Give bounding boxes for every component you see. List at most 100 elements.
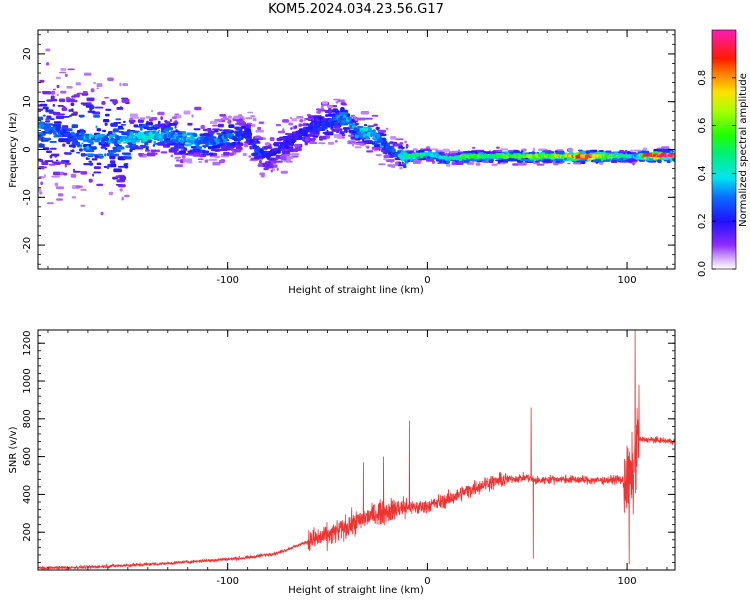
- spectrogram-cell: [64, 163, 71, 165]
- spectrogram-cell: [499, 148, 509, 151]
- spectrogram-cell: [619, 150, 625, 153]
- spectrogram-cell: [38, 187, 42, 192]
- spectrogram-cell: [108, 131, 113, 134]
- colorbar: 0.0 0.2 0.4 0.6 0.8 Normalized spectral ampl…: [697, 29, 749, 277]
- spectrogram-cell: [49, 155, 53, 159]
- spectrogram-cell: [86, 97, 95, 102]
- spectrogram-cell: [260, 174, 265, 178]
- spectrogram-cell: [71, 124, 78, 129]
- spectrogram-cell: [228, 119, 232, 122]
- spectrogram-cell: [522, 152, 526, 155]
- spectrogram-cell: [120, 124, 127, 126]
- spectrogram-cell: [44, 166, 47, 169]
- spectrogram-cell: [96, 128, 101, 132]
- spectrogram-cell: [157, 120, 161, 125]
- spectrogram-cell: [173, 148, 179, 152]
- spectrogram-cell: [394, 144, 403, 146]
- x-tick-label: 100: [618, 576, 637, 587]
- spectrogram-cell: [168, 123, 178, 126]
- spectrogram-cell: [309, 142, 318, 144]
- spectrogram-cell: [105, 108, 112, 111]
- spectrogram-cell: [291, 118, 297, 122]
- spectrogram-cell: [418, 150, 425, 154]
- spectrogram-cell: [237, 141, 241, 145]
- spectrogram-cell: [351, 142, 355, 147]
- spectrogram-cell: [131, 147, 136, 150]
- spectrogram-cell: [123, 163, 129, 166]
- spectrogram-cell: [70, 150, 75, 152]
- spectrogram-cell: [100, 211, 104, 216]
- spectrogram-cell: [94, 106, 104, 109]
- spectrogram-cell: [347, 140, 356, 145]
- spectrogram-cell: [228, 115, 232, 119]
- spectrogram-cell: [75, 185, 83, 188]
- snr-series-line: [38, 330, 675, 570]
- spectrogram-cell: [307, 119, 315, 121]
- spectrogram-cell: [389, 160, 394, 163]
- spectrogram-cell: [232, 149, 241, 153]
- spectrogram-cell: [61, 116, 70, 118]
- spectrogram-cell: [160, 116, 163, 120]
- y-tick-label: 200: [22, 523, 33, 542]
- snr-ylabel: SNR (v/v): [8, 426, 19, 473]
- spectrogram-cell: [50, 95, 55, 100]
- spectrogram-cell: [127, 129, 131, 132]
- spectrogram-cell: [270, 169, 273, 173]
- spectrogram-ridge-cell: [263, 150, 268, 155]
- spectrogram-cell: [50, 98, 58, 102]
- spectrogram-cell: [595, 152, 600, 155]
- spectrogram-cell: [341, 102, 346, 106]
- spectrogram-cell: [335, 101, 339, 104]
- snr-axes: -100 0 100 200 400 600 800 1000 1200: [22, 330, 675, 587]
- spectrogram-cell: [318, 142, 326, 144]
- colorbar-label: Normalized spectral amplitude: [738, 73, 749, 227]
- spectrogram-cell: [109, 160, 116, 164]
- spectrogram-cell: [404, 140, 407, 144]
- spectrogram-cell: [70, 173, 77, 178]
- spectrogram-cell: [187, 152, 194, 155]
- spectrogram-cell: [187, 150, 193, 153]
- spectrogram-cell: [52, 88, 56, 91]
- spectrogram-cell: [496, 146, 500, 149]
- spectrogram-cell: [137, 119, 144, 123]
- spectrogram-cell: [405, 146, 408, 149]
- spectrogram-cell: [567, 147, 573, 152]
- spectrogram-cell: [153, 140, 156, 145]
- spectrogram-cell: [121, 98, 130, 103]
- spectrogram-cell: [157, 123, 165, 128]
- spectrogram-cell: [198, 161, 203, 163]
- spectrogram-cell: [160, 141, 170, 143]
- spectrogram-cell: [56, 198, 63, 201]
- spectrogram-cell: [563, 157, 568, 161]
- spectrogram-cell: [102, 129, 105, 133]
- spectrogram-cell: [150, 149, 157, 153]
- spectrogram-cell: [69, 114, 73, 117]
- spectrogram-cell: [666, 160, 671, 164]
- spectrogram-cell: [236, 120, 245, 124]
- spectrogram-cell: [394, 138, 404, 141]
- spectrogram-cell: [624, 150, 628, 153]
- spectrogram-cell: [248, 155, 251, 158]
- spectrogram-cell: [104, 147, 108, 151]
- spectrogram-cell: [385, 127, 389, 130]
- spectrogram-cell: [231, 142, 236, 146]
- y-tick-label: 20: [22, 48, 33, 61]
- spectrogram-cell: [150, 117, 158, 121]
- spectrogram-cell: [632, 162, 635, 166]
- spectrogram-cell: [420, 148, 424, 151]
- spectrogram-cell: [373, 129, 376, 132]
- spectrogram-cell: [383, 158, 388, 161]
- spectrogram-cell: [443, 160, 447, 163]
- spectrogram-cell: [85, 157, 89, 160]
- spectrogram-cell: [113, 128, 119, 133]
- spectrogram-cell: [157, 111, 165, 116]
- spectrogram-cell: [176, 159, 180, 162]
- spectrogram-cell: [96, 162, 102, 165]
- spectrogram-cell: [451, 150, 459, 154]
- spectrogram-cell: [119, 176, 126, 181]
- spectrogram-cell: [101, 101, 106, 105]
- spectrogram-cell: [399, 142, 403, 145]
- spectrogram-cell: [209, 120, 218, 124]
- colorbar-tick-label: 0.0: [697, 261, 708, 277]
- spectrogram-cell: [66, 86, 73, 89]
